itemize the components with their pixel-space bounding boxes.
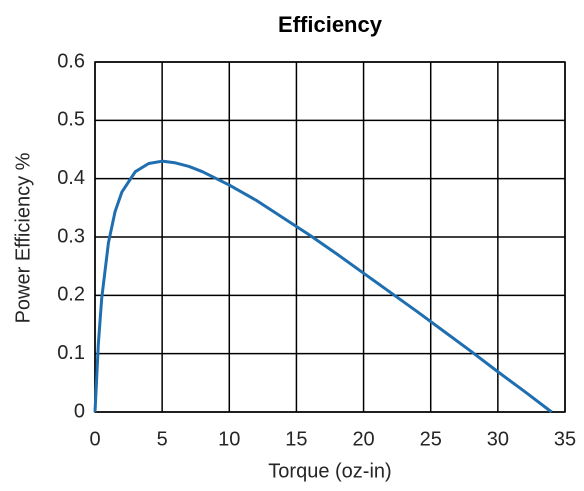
y-tick-label: 0.1 bbox=[57, 342, 85, 364]
y-tick-label: 0.3 bbox=[57, 225, 85, 247]
y-tick-label: 0.4 bbox=[57, 167, 85, 189]
chart-title: Efficiency bbox=[278, 12, 383, 37]
y-axis-label: Power Efficiency % bbox=[12, 152, 34, 323]
x-axis-label: Torque (oz-in) bbox=[268, 460, 391, 482]
x-tick-label: 25 bbox=[420, 428, 442, 450]
x-tick-label: 5 bbox=[157, 428, 168, 450]
y-tick-label: 0 bbox=[74, 400, 85, 422]
x-tick-label: 0 bbox=[89, 428, 100, 450]
x-tick-label: 30 bbox=[487, 428, 509, 450]
y-tick-label: 0.2 bbox=[57, 284, 85, 306]
x-tick-label: 20 bbox=[352, 428, 374, 450]
line bbox=[93, 159, 553, 414]
x-tick-label: 10 bbox=[218, 428, 240, 450]
x-tick-label: 15 bbox=[285, 428, 307, 450]
y-tick-label: 0.5 bbox=[57, 109, 85, 131]
y-tick-label: 0.6 bbox=[57, 50, 85, 72]
x-tick-label: 35 bbox=[554, 428, 576, 450]
